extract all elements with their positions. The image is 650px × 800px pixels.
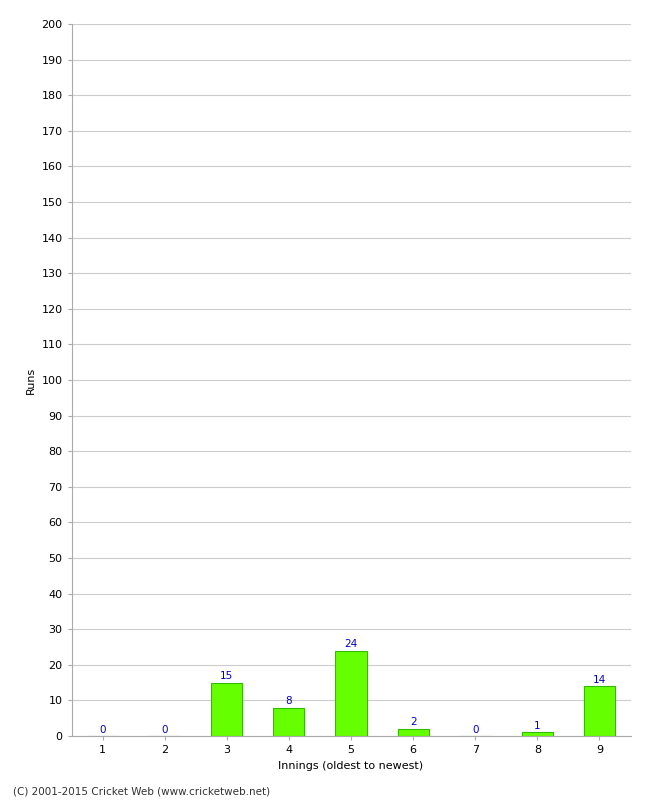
Bar <box>584 686 615 736</box>
Text: 0: 0 <box>99 725 106 734</box>
Text: 0: 0 <box>161 725 168 734</box>
Bar <box>335 650 367 736</box>
Bar <box>211 682 242 736</box>
Y-axis label: Runs: Runs <box>26 366 36 394</box>
X-axis label: Innings (oldest to newest): Innings (oldest to newest) <box>278 761 424 770</box>
Text: 8: 8 <box>285 696 293 706</box>
Text: 2: 2 <box>410 718 417 727</box>
Bar <box>522 733 553 736</box>
Text: 24: 24 <box>344 639 358 649</box>
Text: (C) 2001-2015 Cricket Web (www.cricketweb.net): (C) 2001-2015 Cricket Web (www.cricketwe… <box>13 786 270 796</box>
Text: 0: 0 <box>472 725 478 734</box>
Text: 1: 1 <box>534 721 541 731</box>
Bar <box>398 729 428 736</box>
Text: 15: 15 <box>220 671 233 681</box>
Text: 14: 14 <box>593 674 606 685</box>
Bar <box>274 707 304 736</box>
